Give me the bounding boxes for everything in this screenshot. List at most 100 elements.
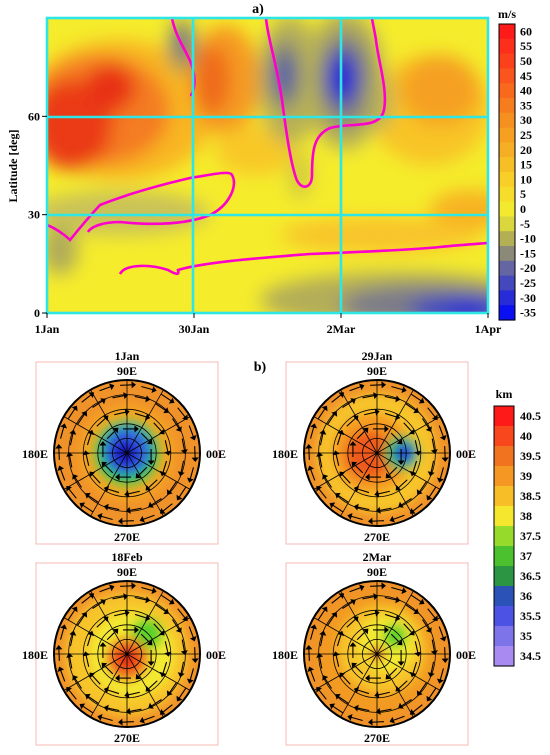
wind-arrowhead: [397, 460, 405, 465]
wind-arrow: [188, 626, 194, 638]
colorbar-a-label: -20: [520, 261, 536, 275]
wind-arrow: [384, 613, 397, 619]
wind-arrowhead: [365, 674, 370, 682]
colorbar-a-label: 25: [520, 128, 532, 142]
wind-arrow: [362, 395, 375, 399]
wind-arrow: [127, 691, 140, 696]
wind-arrowhead: [398, 702, 404, 709]
wind-arrowhead: [329, 502, 336, 509]
colorbar-b-swatch: [494, 526, 514, 547]
wind-arrow: [134, 596, 147, 601]
wind-arrowhead: [409, 709, 416, 715]
wind-arrowhead: [125, 707, 131, 715]
map-title: 18Feb: [111, 550, 143, 564]
wind-arrowhead: [81, 612, 88, 618]
wind-arrow: [412, 503, 423, 512]
wind-arrow: [162, 460, 168, 473]
wind-arrow: [120, 384, 133, 386]
wind-arrowhead: [123, 392, 129, 400]
wind-arrow: [112, 395, 125, 399]
wind-arrow: [151, 498, 162, 506]
lon-label-left: 180E: [22, 648, 48, 662]
colorbar-a-label: 45: [520, 69, 532, 83]
colorbar-a-swatch: [499, 201, 515, 217]
wind-arrow: [194, 446, 196, 459]
wind-arrow: [401, 699, 412, 707]
wind-arrowhead: [168, 598, 175, 605]
wind-arrow: [59, 627, 65, 640]
wind-arrowhead: [408, 629, 415, 636]
wind-arrowhead: [427, 471, 435, 477]
wind-arrowhead: [180, 650, 188, 656]
wind-arrow: [134, 613, 147, 619]
wind-arrow: [439, 668, 445, 681]
wind-arrow: [390, 432, 401, 443]
wind-arrow: [59, 426, 65, 439]
wind-arrow: [342, 601, 353, 609]
colorbar-b-frame: [493, 405, 515, 667]
wind-arrow: [371, 721, 384, 723]
wind-arrow: [68, 689, 77, 700]
lon-label-top: 90E: [367, 565, 387, 579]
wind-arrow: [114, 411, 127, 416]
wind-arrowhead: [112, 628, 119, 635]
wind-arrowhead: [395, 596, 401, 604]
wind-arrow: [391, 586, 404, 592]
wind-arrowhead: [332, 450, 340, 456]
wind-arrow: [405, 403, 417, 411]
wind-arrow: [141, 385, 154, 391]
wind-arrow: [309, 627, 315, 640]
wind-arrow: [335, 453, 340, 466]
wind-arrow: [412, 460, 418, 473]
wind-arrow: [353, 463, 364, 474]
wind-arrowhead: [337, 429, 345, 436]
colorbar-b-label: 40.5: [520, 409, 541, 423]
wind-arrowhead: [57, 666, 65, 672]
wind-arrow: [379, 708, 392, 712]
wind-arrow: [164, 440, 169, 453]
wind-arrow: [332, 504, 344, 513]
lon-label-right: 00E: [206, 447, 226, 461]
wind-arrowhead: [109, 383, 115, 391]
wind-arrow: [327, 413, 335, 425]
wind-arrowhead: [310, 624, 318, 630]
wind-arrowhead: [352, 616, 359, 623]
colorbar-a-label: 55: [520, 39, 532, 53]
wind-arrowhead: [131, 381, 136, 389]
wind-arrow: [85, 453, 90, 466]
wind-arrow: [155, 604, 167, 612]
wind-arrowhead: [375, 506, 381, 514]
wind-arrowhead: [118, 517, 123, 525]
wind-arrowhead: [401, 587, 407, 595]
wind-arrow: [180, 460, 185, 473]
wind-arrow: [87, 495, 99, 503]
wind-arrow: [349, 386, 361, 392]
wind-arrowhead: [319, 429, 327, 435]
wind-arrow: [178, 687, 187, 699]
wind-arrowhead: [97, 512, 103, 520]
wind-arrow: [67, 408, 76, 420]
wind-arrow: [405, 604, 417, 612]
wind-arrowhead: [396, 438, 403, 445]
lon-label-left: 180E: [22, 447, 48, 461]
wind-arrowhead: [88, 593, 95, 599]
map-frame: [285, 562, 469, 746]
wind-arrowhead: [103, 704, 109, 712]
wind-arrowhead: [353, 686, 360, 694]
colorbar-a-label: 5: [520, 187, 526, 201]
wind-arrowhead: [397, 661, 405, 666]
wind-arrowhead: [426, 494, 433, 501]
wind-arrowhead: [374, 490, 380, 498]
wind-arrowhead: [394, 413, 401, 421]
wind-arrowhead: [441, 457, 449, 462]
wind-arrowhead: [418, 598, 425, 605]
wind-arrow: [412, 704, 423, 713]
wind-arrow: [160, 393, 172, 402]
wind-arrow: [87, 696, 99, 704]
wind-arrowhead: [131, 582, 136, 590]
wind-arrow: [155, 403, 167, 411]
wind-arrow: [91, 675, 101, 685]
colorbar-b-swatch: [494, 566, 514, 587]
